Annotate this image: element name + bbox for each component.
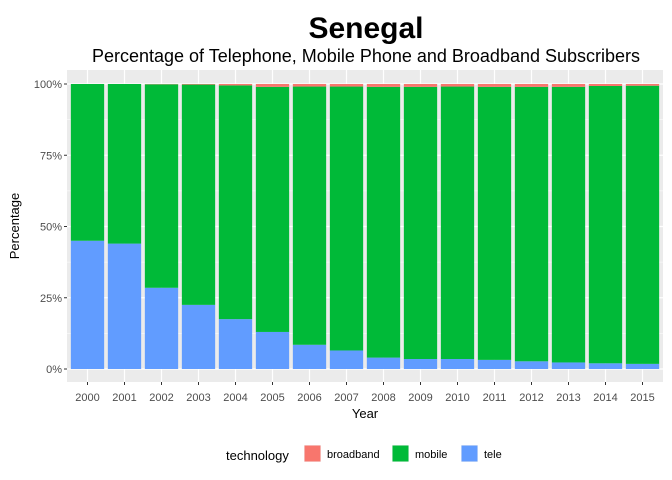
x-axis: 2000 2001 2002 2003 2004 2005 2006 2007 2008 2009… <box>75 382 655 404</box>
bar-tele-2001 <box>107 243 142 369</box>
x-tick-label: 2013 <box>556 392 580 404</box>
bar-mobile-2013 <box>551 86 586 363</box>
bar-broadband-2007 <box>329 84 364 87</box>
bar-mobile-2007 <box>329 86 364 351</box>
bar-tele-2007 <box>329 350 364 369</box>
bar-mobile-2004 <box>218 85 253 320</box>
bar-mobile-2010 <box>440 86 475 360</box>
bar-broadband-2009 <box>403 84 438 87</box>
bar-tele-2012 <box>514 361 549 369</box>
bar-mobile-2002 <box>144 84 179 288</box>
x-tick-label: 2008 <box>371 392 395 404</box>
bars <box>70 84 660 369</box>
bar-broadband-2013 <box>551 84 586 87</box>
x-tick-label: 2004 <box>223 392 247 404</box>
bar-tele-2005 <box>255 331 290 369</box>
bar-broadband-2003 <box>181 84 216 85</box>
bar-broadband-2015 <box>625 84 660 86</box>
x-tick-label: 2007 <box>334 392 358 404</box>
bar-tele-2010 <box>440 359 475 369</box>
legend-swatch-broadband <box>304 445 321 462</box>
bar-tele-2003 <box>181 304 216 369</box>
y-axis: 0% 25% 50% 75% 100% <box>34 79 67 376</box>
x-tick-label: 2011 <box>483 392 507 404</box>
chart-title: Senegal <box>308 12 423 45</box>
x-tick-label: 2010 <box>445 392 469 404</box>
x-tick-label: 2001 <box>112 392 136 404</box>
bar-broadband-2014 <box>588 84 623 86</box>
x-tick-label: 2006 <box>297 392 321 404</box>
bar-mobile-2012 <box>514 86 549 362</box>
bar-broadband-2004 <box>218 84 253 86</box>
legend-swatch-mobile <box>392 445 409 462</box>
bar-broadband-2005 <box>255 84 290 87</box>
x-tick-label: 2015 <box>630 392 654 404</box>
legend: technology broadband mobile tele <box>226 445 502 463</box>
y-tick-label: 0% <box>46 364 62 376</box>
bar-broadband-2008 <box>366 84 401 87</box>
chart-subtitle: Percentage of Telephone, Mobile Phone an… <box>92 46 640 66</box>
bar-mobile-2015 <box>625 85 660 364</box>
bar-tele-2014 <box>588 363 623 369</box>
bar-mobile-2009 <box>403 86 438 360</box>
x-tick-label: 2003 <box>186 392 210 404</box>
y-tick-label: 100% <box>34 79 62 91</box>
legend-title: technology <box>226 448 289 463</box>
legend-label-mobile: mobile <box>415 449 447 461</box>
bar-mobile-2011 <box>477 86 512 360</box>
bar-broadband-2006 <box>292 84 327 87</box>
x-tick-label: 2005 <box>260 392 284 404</box>
bar-tele-2013 <box>551 362 586 369</box>
x-axis-title: Year <box>352 406 379 421</box>
bar-broadband-2012 <box>514 84 549 87</box>
bar-mobile-2003 <box>181 84 216 305</box>
bar-tele-2011 <box>477 359 512 369</box>
y-tick-label: 75% <box>40 150 62 162</box>
bar-mobile-2006 <box>292 86 327 345</box>
legend-label-tele: tele <box>484 449 502 461</box>
x-tick-label: 2002 <box>149 392 173 404</box>
bar-broadband-2011 <box>477 84 512 87</box>
x-tick-label: 2009 <box>408 392 432 404</box>
x-tick-label: 2012 <box>519 392 543 404</box>
legend-label-broadband: broadband <box>327 449 380 461</box>
bar-tele-2000 <box>70 240 105 369</box>
legend-swatch-tele <box>461 445 478 462</box>
bar-mobile-2014 <box>588 85 623 364</box>
bar-tele-2008 <box>366 357 401 369</box>
y-axis-title: Percentage <box>7 193 22 260</box>
bar-tele-2004 <box>218 319 253 369</box>
y-tick-label: 50% <box>40 222 62 234</box>
x-tick-label: 2014 <box>593 392 617 404</box>
x-tick-label: 2000 <box>75 392 99 404</box>
bar-tele-2006 <box>292 344 327 369</box>
bar-tele-2009 <box>403 359 438 369</box>
y-tick-label: 25% <box>40 293 62 305</box>
bar-mobile-2001 <box>107 84 142 244</box>
bar-tele-2015 <box>625 363 660 369</box>
bar-mobile-2000 <box>70 84 105 241</box>
bar-tele-2002 <box>144 287 179 369</box>
bar-broadband-2010 <box>440 84 475 87</box>
bar-mobile-2008 <box>366 86 401 358</box>
bar-mobile-2005 <box>255 86 290 332</box>
